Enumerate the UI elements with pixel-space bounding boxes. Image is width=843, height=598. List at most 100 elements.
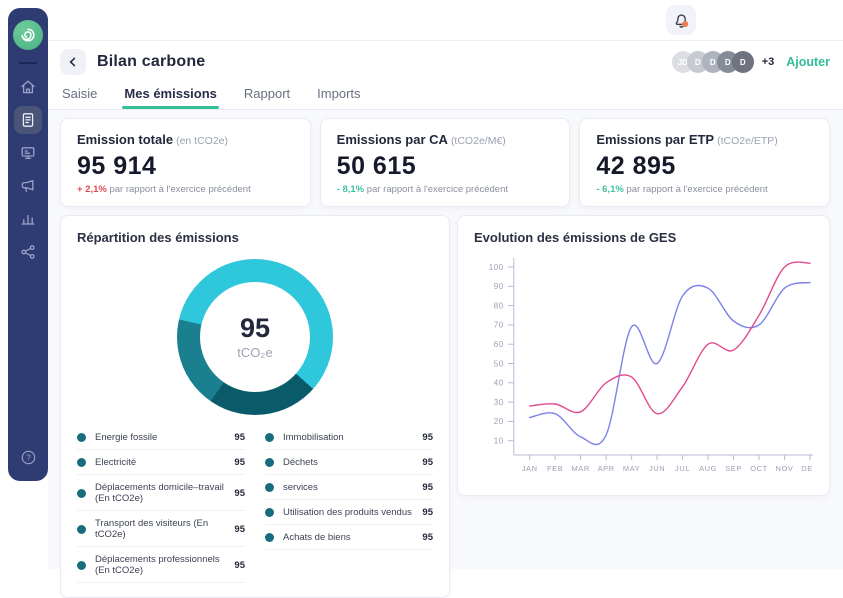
svg-text:JUN: JUN	[649, 464, 665, 473]
kpi-delta: - 8,1%	[336, 184, 365, 195]
megaphone-icon	[21, 179, 34, 192]
back-button[interactable]	[60, 49, 86, 75]
active-tab-underline	[122, 106, 219, 109]
chevron-left-icon	[69, 57, 76, 67]
svg-text:90: 90	[494, 282, 504, 291]
kpi-card-emissions-par-ca: Emissions par CA (tCO2e/M€) 50 615 - 8,1%…	[319, 118, 571, 207]
kpi-card-emission-totale: Emission totale (en tCO2e) 95 914 + 2,1% …	[60, 118, 311, 207]
legend-item: Déplacements professionnels (En tCO2e) 95	[77, 547, 245, 583]
kpi-value: 95 914	[77, 152, 157, 180]
repartition-card: Répartition des émissions 95 tCO₂e Energ…	[60, 215, 450, 598]
legend-dot-icon	[265, 433, 274, 442]
legend-dot-icon	[77, 433, 86, 442]
donut-chart: 95 tCO₂e	[177, 259, 333, 415]
svg-text:MAY: MAY	[623, 464, 640, 473]
avatar-overflow-count[interactable]: +3	[761, 56, 775, 68]
kpi-delta-note: + 2,1% par rapport à l'exercice précéden…	[77, 184, 251, 195]
sidebar-item-documents[interactable]	[14, 106, 42, 134]
kpi-row: Emission totale (en tCO2e) 95 914 + 2,1% …	[60, 118, 831, 207]
sidebar-item-help[interactable]: ?	[14, 443, 42, 471]
topbar	[48, 0, 843, 41]
bar-chart-icon	[21, 214, 35, 225]
legend-item: Energie fossile 95	[77, 425, 245, 450]
legend-item: Utilisation des produits vendus 95	[265, 500, 433, 525]
svg-text:10: 10	[494, 436, 504, 445]
svg-text:MAR: MAR	[571, 464, 589, 473]
legend-item: Electricité 95	[77, 450, 245, 475]
svg-text:AUG: AUG	[699, 464, 717, 473]
sidebar-item-statistics[interactable]	[14, 205, 42, 233]
svg-text:FEB: FEB	[547, 464, 563, 473]
app-logo-spiral-icon[interactable]	[13, 20, 43, 50]
legend-item: Transport des visiteurs (En tCO2e) 95	[77, 511, 245, 547]
svg-text:NOV: NOV	[776, 464, 794, 473]
kpi-card-emissions-par-etp: Emissions par ETP (tCO2e/ETP) 42 895 - 6,…	[579, 118, 831, 207]
legend-dot-icon	[77, 524, 86, 534]
page-header: Bilan carbone JD D D D D +3 Ajouter Sais…	[48, 41, 843, 110]
svg-text:SEP: SEP	[725, 464, 742, 473]
legend-item: Déplacements domicile–travail (En tCO2e)…	[77, 475, 245, 511]
dashboard-icon	[21, 147, 35, 160]
add-member-link[interactable]: Ajouter	[786, 55, 830, 69]
donut-legend: Energie fossile 95 Electricité 95 Déplacem…	[77, 425, 433, 583]
legend-dot-icon	[77, 488, 86, 498]
document-icon	[22, 113, 34, 127]
sidebar-item-home[interactable]	[14, 73, 42, 101]
legend-dot-icon	[265, 533, 274, 542]
svg-text:JUL: JUL	[675, 464, 690, 473]
kpi-title: Emission totale	[77, 132, 174, 147]
sidebar-item-dashboard[interactable]	[14, 139, 42, 167]
kpi-delta: + 2,1%	[77, 184, 107, 195]
svg-text:50: 50	[494, 359, 504, 368]
page-title: Bilan carbone	[97, 53, 206, 70]
legend-dot-icon	[265, 483, 274, 492]
svg-text:40: 40	[494, 379, 504, 388]
svg-text:?: ?	[26, 453, 31, 462]
tab-saisie[interactable]: Saisie	[62, 86, 98, 101]
svg-text:OCT: OCT	[750, 464, 768, 473]
tab-rapport[interactable]: Rapport	[243, 86, 291, 101]
kpi-value: 50 615	[336, 152, 417, 180]
sidebar: ?	[8, 8, 48, 481]
notifications-button[interactable]	[666, 5, 696, 35]
help-icon: ?	[21, 450, 35, 464]
evolution-card: Evolution des émissions de GES 10 20 30 40 5…	[457, 215, 830, 496]
avatar[interactable]: D	[731, 51, 754, 73]
svg-text:80: 80	[494, 301, 504, 310]
legend-dot-icon	[265, 458, 274, 467]
legend-dot-icon	[77, 458, 86, 467]
svg-text:DEC: DEC	[801, 464, 813, 473]
charts-row: Répartition des émissions 95 tCO₂e Energ…	[60, 215, 830, 598]
legend-dot-icon	[77, 560, 86, 570]
legend-item: services 95	[265, 475, 433, 500]
svg-text:70: 70	[494, 321, 504, 330]
svg-text:20: 20	[494, 417, 504, 426]
kpi-unit: (tCO2e/M€)	[450, 135, 506, 147]
tab-imports[interactable]: Imports	[317, 86, 361, 101]
sidebar-item-organisation[interactable]	[14, 238, 42, 266]
line-chart-title: Evolution des émissions de GES	[474, 230, 677, 245]
org-chart-icon	[21, 245, 35, 259]
tab-bar: Saisie Mes émissions Rapport Imports	[60, 86, 830, 109]
legend-item: Déchets 95	[265, 450, 433, 475]
tab-mes-emissions[interactable]: Mes émissions	[122, 86, 219, 109]
line-chart: 10 20 30 40 50 60 70 80 90 100 JAN FEB MAR APR MAY JUN J…	[489, 258, 813, 473]
notification-dot	[681, 20, 688, 27]
kpi-title: Emissions par CA	[336, 132, 448, 147]
kpi-delta-note: - 8,1% par rapport à l'exercice précéden…	[336, 184, 509, 195]
kpi-title: Emissions par ETP	[596, 132, 715, 147]
kpi-delta-note: - 6,1% par rapport à l'exercice précéden…	[596, 184, 768, 195]
avatar-group: JD D D D D	[671, 51, 754, 73]
bell-icon	[675, 13, 688, 28]
donut-total-unit: tCO₂e	[237, 344, 273, 360]
svg-text:60: 60	[494, 340, 504, 349]
kpi-value: 42 895	[596, 152, 676, 180]
legend-item: Immobilisation 95	[265, 425, 433, 450]
sidebar-divider	[19, 62, 37, 64]
sidebar-item-announcements[interactable]	[14, 172, 42, 200]
kpi-delta: - 6,1%	[596, 184, 624, 195]
donut-chart-title: Répartition des émissions	[77, 230, 239, 245]
kpi-unit: (tCO2e/ETP)	[717, 135, 778, 147]
donut-center: 95 tCO₂e	[200, 282, 310, 392]
svg-text:100: 100	[489, 263, 504, 272]
